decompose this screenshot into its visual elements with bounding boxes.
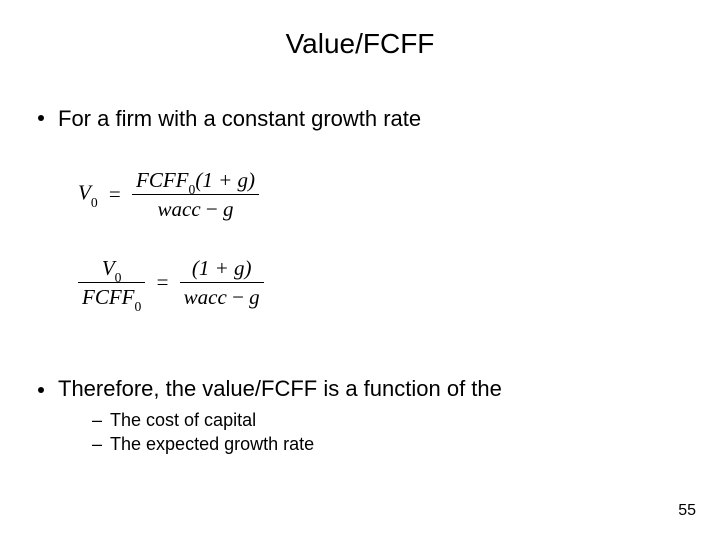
- slide: Value/FCFF For a firm with a constant gr…: [0, 0, 720, 540]
- fraction: FCFF0(1 + g) wacc − g: [132, 168, 259, 221]
- formula-1: V0 = FCFF0(1 + g) wacc − g: [78, 168, 259, 221]
- page-number: 55: [678, 502, 696, 520]
- sub-0: 0: [115, 270, 122, 285]
- var-fcff: FCFF: [136, 168, 189, 192]
- bullet-text: For a firm with a constant growth rate: [58, 104, 421, 134]
- minus-sign: −: [201, 197, 223, 221]
- formula-2: V0 FCFF0 = (1 + g) wacc − g: [78, 256, 264, 309]
- sub-0: 0: [91, 195, 98, 210]
- slide-title: Value/FCFF: [0, 28, 720, 60]
- var-v: V: [78, 180, 91, 204]
- equals-sign: =: [151, 270, 175, 295]
- dash-icon: –: [92, 434, 102, 455]
- fraction-lhs: V0 FCFF0: [78, 256, 145, 309]
- numerator: FCFF0(1 + g): [132, 168, 259, 195]
- bullet-item: Therefore, the value/FCFF is a function …: [38, 376, 682, 402]
- denominator: wacc − g: [180, 283, 264, 309]
- numerator: (1 + g): [180, 256, 264, 283]
- var-wacc: wacc: [158, 197, 201, 221]
- var-fcff: FCFF: [82, 285, 135, 309]
- bullet-list-1: For a firm with a constant growth rate: [38, 104, 682, 148]
- sub-0: 0: [189, 182, 196, 197]
- var-g: g: [249, 285, 260, 309]
- bullet-item: For a firm with a constant growth rate: [38, 104, 682, 134]
- var-v: V: [102, 256, 115, 280]
- sub-bullet-text: The cost of capital: [110, 410, 256, 431]
- denominator: FCFF0: [78, 283, 145, 309]
- equals-sign: =: [103, 182, 127, 207]
- numerator: V0: [78, 256, 145, 283]
- term-1plusg: (1 + g): [192, 256, 252, 280]
- dash-icon: –: [92, 410, 102, 431]
- minus-sign: −: [227, 285, 249, 309]
- sub-bullet-item: – The expected growth rate: [92, 434, 682, 455]
- sub-bullet-item: – The cost of capital: [92, 410, 682, 431]
- sub-bullet-list: – The cost of capital – The expected gro…: [92, 410, 682, 455]
- fraction-rhs: (1 + g) wacc − g: [180, 256, 264, 309]
- bullet-dot-icon: [38, 387, 44, 393]
- denominator: wacc − g: [132, 195, 259, 221]
- term-1plusg: (1 + g): [195, 168, 255, 192]
- var-g: g: [223, 197, 234, 221]
- bullet-dot-icon: [38, 115, 44, 121]
- sub-0: 0: [135, 299, 142, 314]
- bullet-list-2: Therefore, the value/FCFF is a function …: [38, 376, 682, 458]
- bullet-text: Therefore, the value/FCFF is a function …: [58, 376, 502, 402]
- var-wacc: wacc: [184, 285, 227, 309]
- sub-bullet-text: The expected growth rate: [110, 434, 314, 455]
